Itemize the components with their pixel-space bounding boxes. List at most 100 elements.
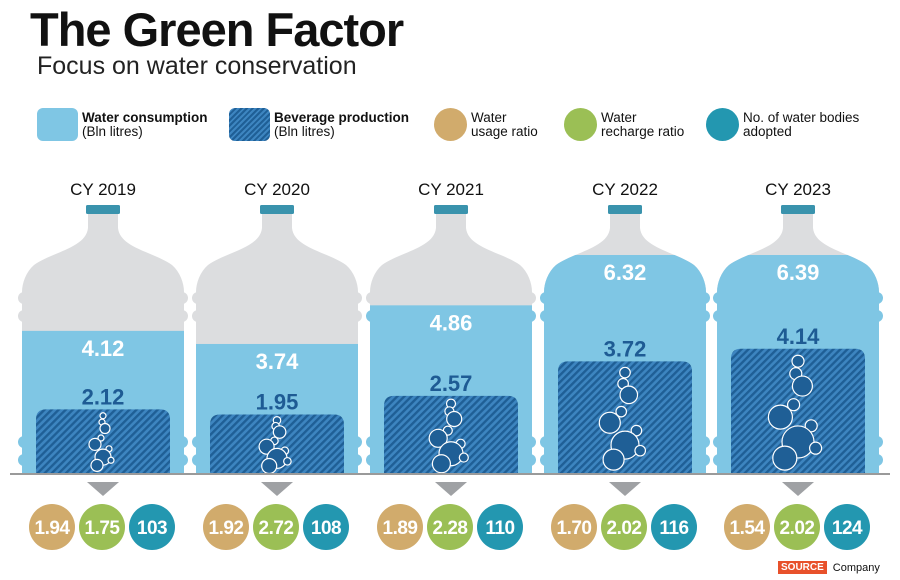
bubble-icon bbox=[88, 437, 102, 451]
down-arrow-icon bbox=[261, 482, 293, 496]
water-bodies-badge: 108 bbox=[303, 504, 349, 550]
water-usage-ratio-badge: 1.94 bbox=[29, 504, 75, 550]
water-recharge-ratio-badge: 2.02 bbox=[601, 504, 647, 550]
water-consumption-label: 6.39 bbox=[777, 260, 820, 285]
water-usage-ratio-badge-value: 1.70 bbox=[557, 518, 592, 539]
bubble-icon bbox=[619, 385, 639, 405]
legend-label: adopted bbox=[743, 123, 792, 139]
water-bodies-badge-value: 108 bbox=[311, 518, 341, 539]
bubble-icon bbox=[786, 398, 801, 412]
bubble-icon bbox=[431, 454, 451, 474]
water-recharge-ratio-badge-circle bbox=[774, 504, 820, 550]
water-recharge-ratio-badge-value: 2.02 bbox=[780, 518, 815, 539]
bottle-cy-2022: CY 2022 6.32 3.72 bbox=[540, 180, 710, 473]
bubble-icon bbox=[791, 354, 805, 368]
bottle-cy-2020: CY 2020 3.74 1.95 bbox=[192, 180, 362, 475]
legend-label: recharge ratio bbox=[601, 123, 685, 139]
water-usage-ratio-badge-circle bbox=[724, 504, 770, 550]
bottle-cap bbox=[260, 205, 294, 214]
beverage-production-label: 2.57 bbox=[430, 371, 473, 396]
bubble-icon bbox=[272, 425, 287, 439]
water-usage-ratio-badge: 1.92 bbox=[203, 504, 249, 550]
water-recharge-ratio-badge-value: 2.72 bbox=[259, 518, 294, 539]
water-recharge-ratio-badge: 1.75 bbox=[79, 504, 125, 550]
bubble-icon bbox=[772, 445, 798, 471]
bubble-icon bbox=[791, 375, 814, 397]
beverage-production-label: 4.14 bbox=[777, 324, 821, 349]
water-bodies-badge: 124 bbox=[824, 504, 870, 550]
beverage-production-label: 3.72 bbox=[604, 336, 647, 361]
water-bodies-badge: 110 bbox=[477, 504, 523, 550]
bubble-icon bbox=[428, 428, 448, 448]
water-recharge-ratio-badge-value: 1.75 bbox=[85, 518, 121, 539]
bubble-icon bbox=[261, 457, 278, 475]
year-label: CY 2021 bbox=[418, 180, 484, 199]
legend-item-water-usage-ratio: Water usage ratio bbox=[434, 108, 538, 141]
bubble-icon bbox=[458, 452, 469, 463]
bubble-icon bbox=[97, 434, 105, 442]
beverage-production-bar bbox=[558, 361, 692, 473]
water-bodies-badge-circle bbox=[303, 504, 349, 550]
water-recharge-ratio-badge: 2.28 bbox=[427, 504, 473, 550]
water-usage-ratio-badge-circle bbox=[551, 504, 597, 550]
water-recharge-ratio-badge-value: 2.28 bbox=[433, 518, 468, 539]
water-usage-ratio-badge-value: 1.54 bbox=[730, 518, 766, 539]
bubble-icon bbox=[99, 412, 107, 420]
year-label: CY 2022 bbox=[592, 180, 658, 199]
legend-item-beverage-production: Beverage production (Bln litres) bbox=[229, 108, 409, 141]
water-recharge-ratio-badge-circle bbox=[79, 504, 125, 550]
water-bodies-badge-circle bbox=[651, 504, 697, 550]
bubble-icon bbox=[446, 410, 463, 428]
water-recharge-ratio-badge: 2.02 bbox=[774, 504, 820, 550]
legend-item-water-bodies-adopted: No. of water bodies adopted bbox=[706, 108, 859, 141]
water-usage-ratio-badge-value: 1.92 bbox=[209, 518, 244, 539]
water-bodies-badge-value: 116 bbox=[659, 518, 688, 539]
beverage-production-bar bbox=[36, 409, 170, 473]
legend-label: usage ratio bbox=[471, 123, 538, 139]
water-usage-ratio-badge-circle bbox=[29, 504, 75, 550]
source-tag: SOURCE bbox=[778, 561, 827, 574]
chart-subtitle: Focus on water conservation bbox=[37, 52, 357, 80]
bubble-icon bbox=[630, 424, 643, 437]
bubble-icon bbox=[808, 441, 823, 455]
beverage-production-label: 1.95 bbox=[256, 390, 299, 415]
legend-label: Beverage production bbox=[274, 109, 410, 125]
water-bodies-badge: 103 bbox=[129, 504, 175, 550]
bubble-icon bbox=[767, 404, 794, 430]
water-usage-ratio-badge: 1.70 bbox=[551, 504, 597, 550]
bubble-icon bbox=[615, 405, 628, 418]
down-arrow-icon bbox=[435, 482, 467, 496]
legend-dot-water-bodies-adopted bbox=[706, 108, 739, 141]
water-usage-ratio-badge-circle bbox=[377, 504, 423, 550]
bottle-cap bbox=[781, 205, 815, 214]
legend-dot-water-recharge-ratio bbox=[564, 108, 597, 141]
legend: Water consumption (Bln litres) Beverage p… bbox=[0, 108, 900, 148]
bottle-cy-2023: CY 2023 6.39 4.14 bbox=[713, 180, 883, 473]
water-recharge-ratio-badge-circle bbox=[253, 504, 299, 550]
legend-label: Water bbox=[471, 109, 507, 125]
water-bodies-badge-circle bbox=[824, 504, 870, 550]
water-usage-ratio-badge-circle bbox=[203, 504, 249, 550]
bubble-icon bbox=[107, 456, 115, 464]
bottle-cy-2019: CY 2019 4.12 2.12 bbox=[18, 180, 188, 473]
beverage-production-label: 2.12 bbox=[82, 384, 125, 409]
water-consumption-label: 3.74 bbox=[256, 349, 300, 374]
legend-dot-water-usage-ratio bbox=[434, 108, 467, 141]
water-bodies-badge-value: 124 bbox=[832, 518, 863, 539]
legend-unit: (Bln litres) bbox=[82, 123, 143, 139]
bubble-icon bbox=[283, 456, 292, 466]
bubble-icon bbox=[634, 444, 647, 457]
water-usage-ratio-badge-value: 1.89 bbox=[383, 518, 418, 539]
legend-label: Water bbox=[601, 109, 637, 125]
water-usage-ratio-badge-value: 1.94 bbox=[35, 518, 71, 539]
legend-item-water-recharge-ratio: Water recharge ratio bbox=[564, 108, 684, 141]
water-consumption-label: 4.86 bbox=[430, 310, 473, 335]
water-recharge-ratio-badge-circle bbox=[427, 504, 473, 550]
legend-swatch-water-consumption bbox=[37, 108, 78, 141]
water-usage-ratio-badge: 1.54 bbox=[724, 504, 770, 550]
source-credit: SOURCE Company bbox=[778, 561, 880, 574]
water-usage-ratio-badge: 1.89 bbox=[377, 504, 423, 550]
bubble-icon bbox=[804, 419, 818, 433]
bottle-cap bbox=[86, 205, 120, 214]
down-arrow-icon bbox=[609, 482, 641, 496]
